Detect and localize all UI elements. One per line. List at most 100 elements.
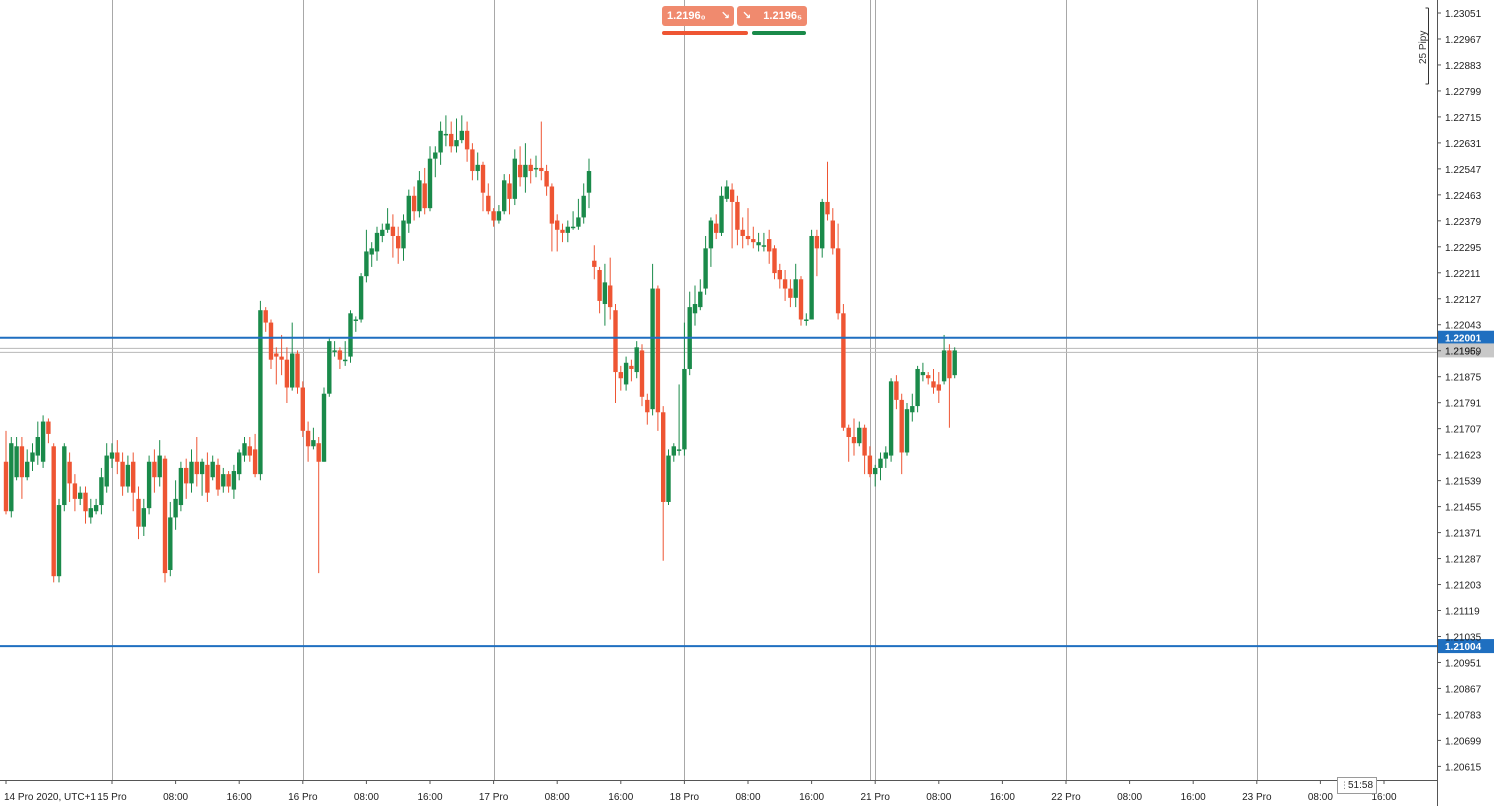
candle-body [486,195,491,212]
price-tick-label: 1.23051 [1445,9,1482,20]
candle-body [210,461,215,478]
sell-button[interactable]: 1.2196₀ ↘ [662,6,734,26]
candle-body [931,381,936,388]
price-tick-label: 1.21875 [1445,373,1482,384]
candle-body [268,322,274,360]
candle-body [581,195,586,218]
candle-body [300,387,305,431]
candle-body [263,310,268,323]
candle-body [406,195,411,224]
price-tick-label: 1.22883 [1445,61,1482,72]
candle-body [433,152,438,159]
candle-body [560,229,565,233]
candle-body [327,341,332,394]
level-price-label: 1.21004 [1445,642,1482,653]
candle-body [443,133,449,136]
candle-body [830,220,835,249]
candle-body [491,211,496,221]
candle-body [385,223,390,230]
candle-body [708,220,714,249]
price-tick-label: 1.21707 [1445,425,1482,436]
candle-body [735,201,740,230]
price-tick-label: 1.22211 [1445,269,1481,280]
candle-body [820,201,825,249]
candle-body [396,235,401,249]
scale-ruler-label: 25 Pipy [1418,30,1429,64]
candle-body [422,183,427,209]
candle-body [676,449,682,451]
time-tick-label: 08:00 [545,792,570,803]
candle-body [51,446,56,577]
candle-body [549,186,555,224]
candle-timer-text: 51:58 [1348,780,1374,791]
candle-body [173,498,178,518]
price-tick-label: 1.22715 [1445,113,1482,124]
candle-body [873,467,878,475]
candle-body [618,372,623,379]
time-tick-label: 16:00 [608,792,633,803]
candle-body [920,372,926,376]
candle-body [311,440,316,447]
candle-body [507,183,512,199]
candle-body [841,313,846,428]
candle-body [639,350,645,397]
price-tick-label: 1.21203 [1445,581,1482,592]
candle-body [682,368,687,450]
candle-body [353,319,358,321]
price-tick-label: 1.22799 [1445,87,1482,98]
candle-body [258,310,263,475]
candle-body [592,260,597,267]
candle-body [714,223,719,233]
candle-body [279,356,284,360]
time-tick-label: 08:00 [1117,792,1142,803]
candle-body [608,285,613,308]
candle-body [883,452,888,459]
candle-body [846,427,851,438]
price-tick-label: 1.21791 [1445,399,1482,410]
candle-body [947,350,952,379]
candle-body [650,288,655,410]
candle-body [131,461,136,493]
candle-body [46,421,51,434]
time-tick-label: 17 Pro [479,792,509,803]
candle-body [698,291,703,308]
time-tick-label: 08:00 [1308,792,1333,803]
candle-body [761,245,767,247]
candle-body [411,195,417,212]
candle-body [284,359,290,388]
candle-body [857,427,862,444]
candle-body [470,149,475,172]
time-tick-label: 14 Pro 2020, UTC+1 [4,792,96,803]
candle-body [915,368,920,407]
candle-body [745,235,751,240]
candle-body [782,279,788,289]
candle-body [719,195,724,233]
candle-body [316,443,321,462]
candle-body [512,158,517,199]
time-tick-label: 16:00 [1371,792,1396,803]
candle-body [809,235,814,320]
candle-body [888,381,894,456]
price-tick-label: 1.22967 [1445,35,1482,46]
candle-body [835,248,841,314]
candle-body [374,232,380,252]
price-tick-label: 1.22631 [1445,139,1482,150]
candle-timer[interactable]: ⋮ 51:58 [1337,777,1377,794]
candle-body [56,505,62,577]
candle-body [427,158,433,209]
candle-body [115,452,120,462]
candle-body [862,427,867,456]
time-tick-label: 08:00 [354,792,379,803]
candle-body [14,446,19,478]
buy-button[interactable]: ↘ 1.2196₅ [737,6,807,26]
drag-handle-icon[interactable]: ⋮ [1340,780,1349,790]
candle-body [189,461,194,484]
candle-body [390,226,396,236]
candle-body [194,461,199,475]
candle-body [274,353,279,357]
candle-body [798,279,804,320]
candle-body [157,455,162,478]
